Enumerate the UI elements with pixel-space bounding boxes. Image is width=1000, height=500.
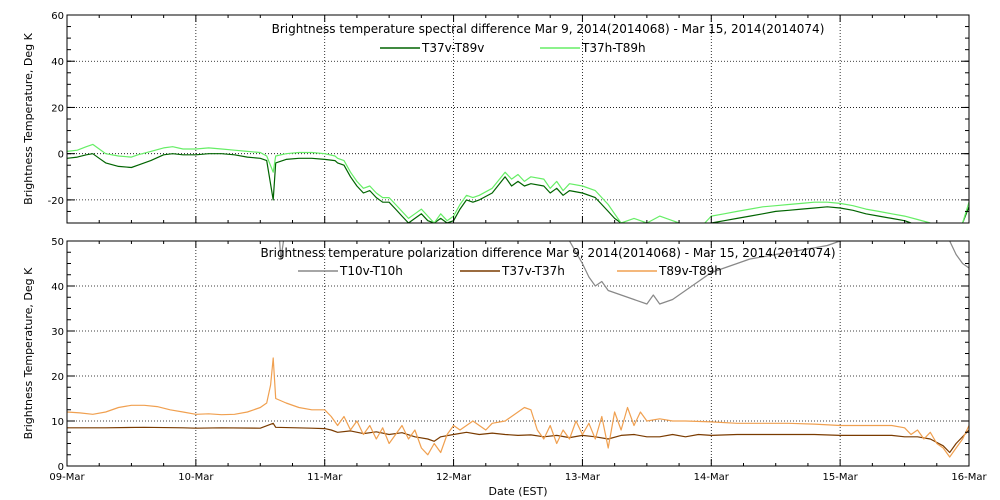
- y-tick-label: 0: [58, 150, 64, 161]
- legend-entry: T89v-T89h: [658, 264, 722, 278]
- series-line-t10v-t10h: [949, 241, 969, 270]
- series-line-t10v-t10h: [279, 241, 285, 260]
- legend: T10v-T10h T37v-T37h T89v-T89h: [298, 264, 722, 278]
- y-tick-label: -20: [48, 196, 64, 207]
- series-line-t37v-t37h: [67, 422, 969, 454]
- series-layer: [67, 241, 969, 458]
- grid-lines: [67, 241, 969, 466]
- y-axis-label: Brightness Temperature, Deg K: [22, 267, 35, 439]
- y-tick-label: 20: [51, 372, 64, 383]
- x-tick-label: 13-Mar: [565, 472, 601, 483]
- legend-entry: T37v-T89v: [421, 41, 484, 55]
- x-tick-label: 14-Mar: [694, 472, 730, 483]
- series-line-t37v-t89v: [711, 206, 912, 223]
- legend: T37v-T89v T37h-T89h: [380, 41, 646, 55]
- x-tick-label: 09-Mar: [49, 472, 85, 483]
- series-line-t37h-t89h: [67, 143, 622, 223]
- plot-frame: [66, 14, 970, 224]
- x-tick-label: 12-Mar: [436, 472, 472, 483]
- legend-entry: T10v-T10h: [339, 264, 403, 278]
- series-line-t89v-t89h: [67, 357, 969, 458]
- y-tick-label: 10: [51, 417, 64, 428]
- y-tick-label: 50: [51, 237, 64, 248]
- y-tick-label: 20: [51, 103, 64, 114]
- series-line-t37h-t89h: [704, 201, 931, 223]
- legend-entry: T37v-T37h: [501, 264, 565, 278]
- series-line-t10v-t10h: [568, 241, 841, 305]
- series-line-t37h-t89h: [620, 215, 680, 223]
- chart-title: Brightness temperature polarization diff…: [260, 246, 835, 260]
- y-axis-label: Brightness Temperature, Deg K: [22, 32, 35, 204]
- series-line-t37v-t89v: [67, 153, 622, 223]
- x-tick-label: 11-Mar: [307, 472, 343, 483]
- x-tick-label: 10-Mar: [178, 472, 214, 483]
- x-tick-label: 16-Mar: [951, 472, 987, 483]
- x-axis-label: Date (EST): [488, 485, 547, 498]
- x-tick-label: 15-Mar: [823, 472, 859, 483]
- polarization-difference-panel: 0 10 20 30 40 50 09-Mar 10-Mar 11-Mar 12-Mar 13-Ma…: [22, 237, 987, 498]
- spectral-difference-panel: -20 0 20 40 60 Brightness temperature spectr…: [22, 11, 970, 224]
- axis-ticks: -20 0 20 40 60: [48, 11, 970, 224]
- series-line-t37h-t89h: [962, 201, 969, 223]
- y-tick-label: 40: [51, 57, 64, 68]
- y-tick-label: 60: [51, 11, 64, 22]
- y-tick-label: 0: [58, 462, 64, 473]
- chart-title: Brightness temperature spectral differen…: [272, 22, 825, 36]
- series-layer: [67, 143, 969, 223]
- y-tick-label: 30: [51, 327, 64, 338]
- legend-entry: T37h-T89h: [581, 41, 646, 55]
- grid-lines: [67, 15, 969, 223]
- y-tick-label: 40: [51, 282, 64, 293]
- axis-ticks: 0 10 20 30 40 50 09-Mar 10-Mar 11-Mar 12-Mar 13-Ma…: [49, 237, 987, 483]
